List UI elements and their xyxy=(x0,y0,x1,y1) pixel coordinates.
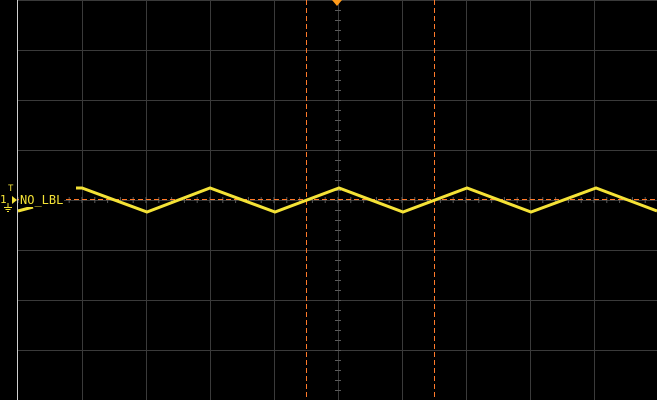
trigger-level-marker: T xyxy=(8,184,14,194)
ground-icon xyxy=(4,203,12,212)
channel-1-waveform xyxy=(76,186,657,214)
channel-number: 1 xyxy=(0,193,7,206)
channel-offset-arrow-icon[interactable] xyxy=(12,196,17,204)
channel-1-waveform-left-segment xyxy=(17,205,34,213)
channel-label[interactable]: NO_LBL xyxy=(19,193,65,207)
trigger-position-marker-icon[interactable] xyxy=(332,0,342,6)
